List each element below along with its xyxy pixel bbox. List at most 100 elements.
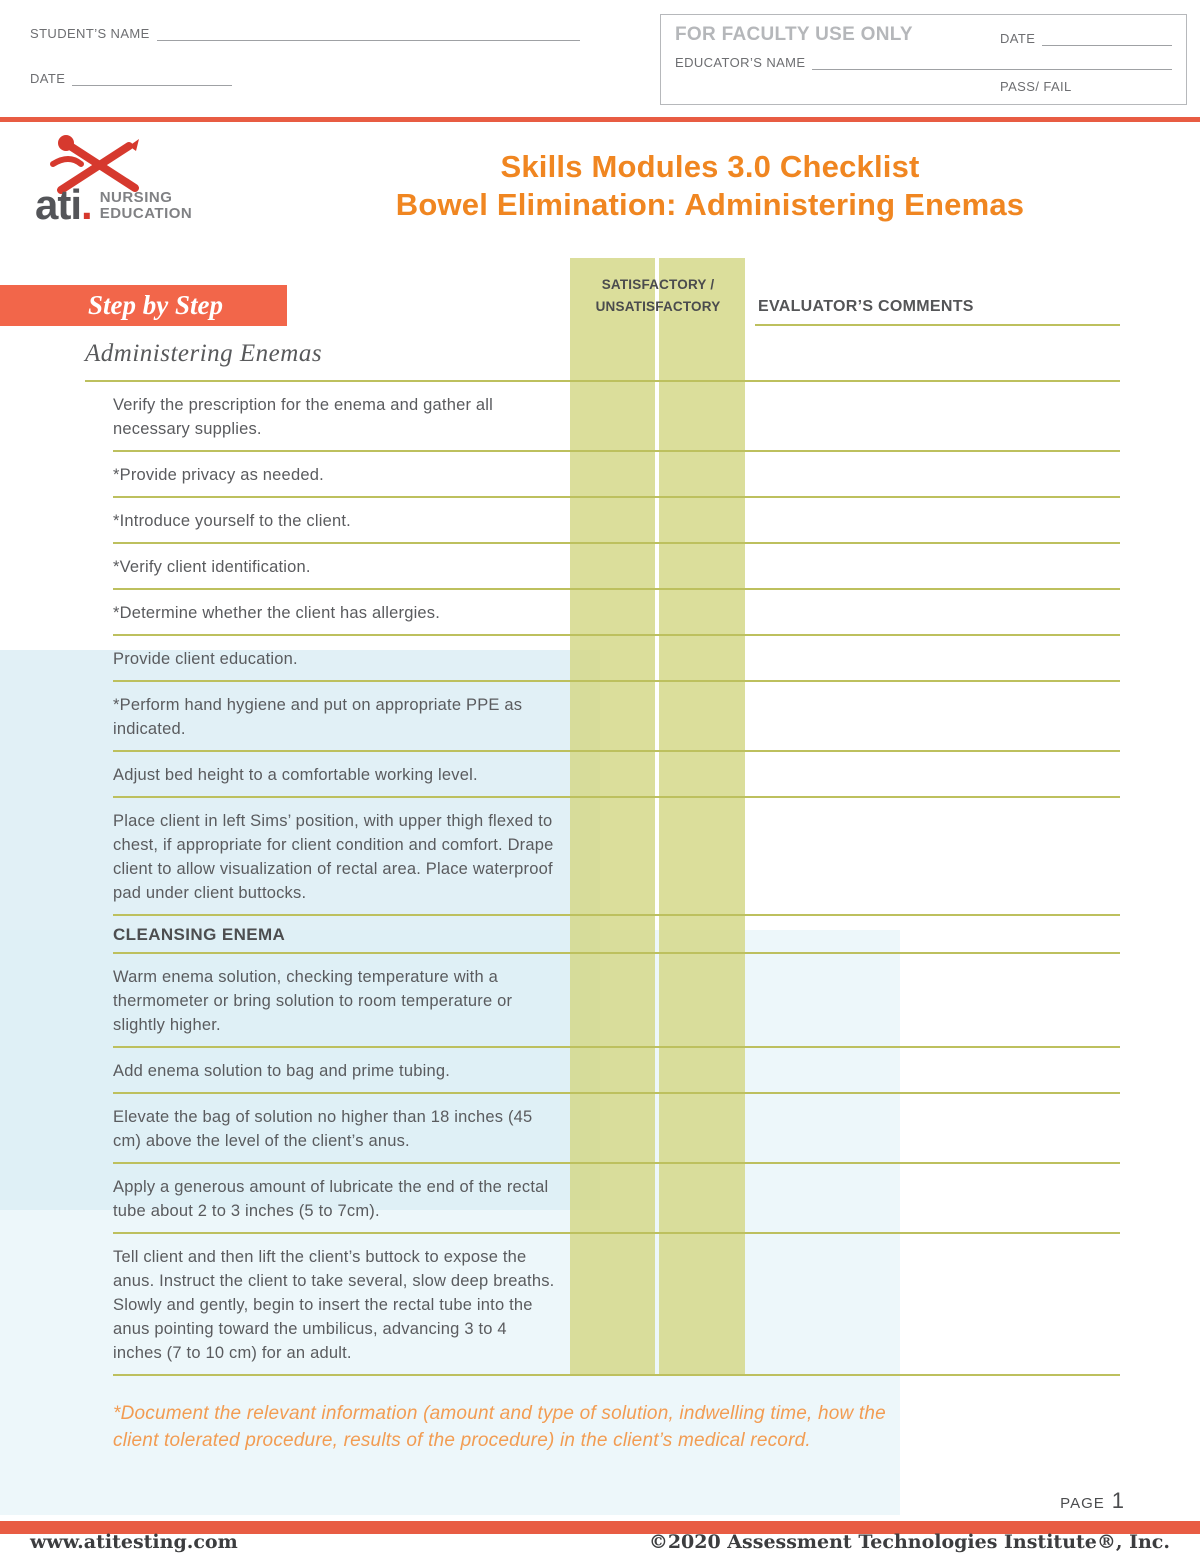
- satisfactory-cell: [570, 1164, 655, 1232]
- step-text: *Determine whether the client has allerg…: [113, 604, 441, 622]
- nursing-education-label: NURSING EDUCATION: [100, 190, 193, 222]
- unsatisfactory-cell: [659, 452, 745, 496]
- checklist-header: Step by Step SATISFACTORY / UNSATISFACTO…: [0, 258, 1200, 326]
- satisfactory-cell: [570, 752, 655, 796]
- educator-name-field: EDUCATOR’S NAME: [675, 55, 1172, 70]
- footer-site: www.atitesting.com: [30, 1531, 238, 1553]
- unsatisfactory-cell: [659, 682, 745, 750]
- checklist-row: Provide client education.: [113, 636, 1120, 682]
- page-label: PAGE: [1060, 1495, 1105, 1512]
- comments-cell: [755, 1234, 1120, 1374]
- comments-cell: [755, 682, 1120, 750]
- checklist-row: Place client in left Sims’ position, wit…: [113, 798, 1120, 916]
- step-text: Place client in left Sims’ position, wit…: [113, 812, 554, 902]
- checklist-row: *Determine whether the client has allerg…: [113, 590, 1120, 636]
- faculty-date-blank: [1042, 31, 1172, 46]
- educator-name-label: EDUCATOR’S NAME: [675, 55, 806, 70]
- unsatisfactory-cell: [659, 1094, 745, 1162]
- unsatisfactory-cell: [659, 1164, 745, 1232]
- satisfactory-header: SATISFACTORY / UNSATISFACTORY: [570, 274, 746, 318]
- checklist-row: Tell client and then lift the client’s b…: [113, 1234, 1120, 1376]
- passfail-label: PASS/ FAIL: [1000, 79, 1072, 94]
- ati-wordmark: ati.: [35, 181, 93, 228]
- section-header-row: CLEANSING ENEMA: [113, 916, 1120, 954]
- satisfactory-cell: [570, 682, 655, 750]
- ati-logo: ati. NURSING EDUCATION: [35, 134, 260, 228]
- checklist: Step by Step SATISFACTORY / UNSATISFACTO…: [0, 258, 1200, 1376]
- ati-logo-text: ati. NURSING EDUCATION: [35, 181, 260, 228]
- satisfactory-cell: [570, 452, 655, 496]
- student-name-field: STUDENT’S NAME: [30, 26, 580, 41]
- step-text: *Perform hand hygiene and put on appropr…: [113, 696, 523, 738]
- education-label: EDUCATION: [99, 205, 193, 222]
- satisfactory-cell: [570, 590, 655, 634]
- checklist-title: Skills Modules 3.0 Checklist: [500, 149, 920, 184]
- unsatisfactory-cell: [659, 382, 745, 450]
- unsatisfactory-column: [659, 258, 745, 1376]
- unsatisfactory-cell: [659, 590, 745, 634]
- satisfactory-cell: [570, 544, 655, 588]
- unsatisfactory-cell: [659, 544, 745, 588]
- page-number: PAGE 1: [1060, 1488, 1124, 1514]
- comments-cell: [755, 498, 1120, 542]
- checklist-rows: Verify the prescription for the enema an…: [113, 382, 1120, 1376]
- student-block: STUDENT’S NAME DATE: [30, 14, 580, 86]
- form-header: STUDENT’S NAME DATE FOR FACULTY USE ONLY…: [0, 0, 1200, 105]
- bottom-orange-bar: [0, 1521, 1200, 1534]
- satisfactory-cell: [570, 636, 655, 680]
- background-blue-block-lower: [0, 930, 900, 1515]
- student-name-blank: [156, 26, 580, 41]
- top-orange-rule: [0, 117, 1200, 122]
- brand-row: ati. NURSING EDUCATION Skills Modules 3.…: [0, 122, 1200, 234]
- educator-name-blank: [812, 55, 1172, 70]
- comments-header-underline: [755, 324, 1120, 326]
- checklist-row: Verify the prescription for the enema an…: [113, 382, 1120, 452]
- comments-cell: [755, 544, 1120, 588]
- satisfactory-cell: [570, 1234, 655, 1374]
- comments-cell: [755, 1164, 1120, 1232]
- satisfactory-cell: [570, 382, 655, 450]
- faculty-box: FOR FACULTY USE ONLY DATE EDUCATOR’S NAM…: [660, 14, 1187, 105]
- document-titles: Skills Modules 3.0 Checklist Bowel Elimi…: [260, 134, 1160, 224]
- nursing-label: NURSING: [99, 189, 173, 206]
- checklist-subtitle: Bowel Elimination: Administering Enemas: [395, 187, 1025, 222]
- step-text: Provide client education.: [113, 650, 298, 668]
- step-text: Verify the prescription for the enema an…: [113, 396, 494, 438]
- checklist-row: Elevate the bag of solution no higher th…: [113, 1094, 1120, 1164]
- checklist-row: *Perform hand hygiene and put on appropr…: [113, 682, 1120, 752]
- checklist-row: Warm enema solution, checking temperatur…: [113, 954, 1120, 1048]
- checklist-row: Apply a generous amount of lubricate the…: [113, 1164, 1120, 1234]
- comments-cell: [755, 752, 1120, 796]
- comments-cell: [755, 1094, 1120, 1162]
- unsatisfactory-cell: [659, 1234, 745, 1374]
- faculty-title: FOR FACULTY USE ONLY: [675, 24, 913, 45]
- footnote: *Document the relevant information (amou…: [113, 1403, 886, 1451]
- step-text: *Provide privacy as needed.: [113, 466, 324, 484]
- student-date-field: DATE: [30, 71, 580, 86]
- student-date-label: DATE: [30, 71, 66, 86]
- evaluator-comments-header: EVALUATOR’S COMMENTS: [758, 298, 974, 315]
- page-footer: www.atitesting.com ©2020 Assessment Tech…: [30, 1531, 1170, 1553]
- ati-dot: .: [81, 181, 93, 228]
- unsatisfactory-cell: [659, 1048, 745, 1092]
- comments-cell: [755, 636, 1120, 680]
- checklist-row: *Introduce yourself to the client.: [113, 498, 1120, 544]
- step-text: Apply a generous amount of lubricate the…: [113, 1178, 549, 1220]
- comments-cell: [755, 382, 1120, 450]
- step-text: Elevate the bag of solution no higher th…: [113, 1108, 533, 1150]
- satisfactory-cell: [570, 498, 655, 542]
- faculty-date-field: DATE: [1000, 24, 1172, 46]
- unsatisfactory-cell: [659, 636, 745, 680]
- unsatisfactory-cell: [659, 752, 745, 796]
- faculty-date-label: DATE: [1000, 31, 1036, 46]
- student-name-label: STUDENT’S NAME: [30, 26, 150, 41]
- satisfactory-cell: [570, 1094, 655, 1162]
- unsatisfactory-cell: [659, 798, 745, 914]
- satisfactory-header-line1: SATISFACTORY /: [601, 277, 715, 292]
- checklist-row: *Verify client identification.: [113, 544, 1120, 590]
- satisfactory-cell: [570, 1048, 655, 1092]
- footer-copyright: ©2020 Assessment Technologies Institute®…: [648, 1531, 1170, 1553]
- satisfactory-cell: [570, 954, 655, 1046]
- comments-cell: [755, 590, 1120, 634]
